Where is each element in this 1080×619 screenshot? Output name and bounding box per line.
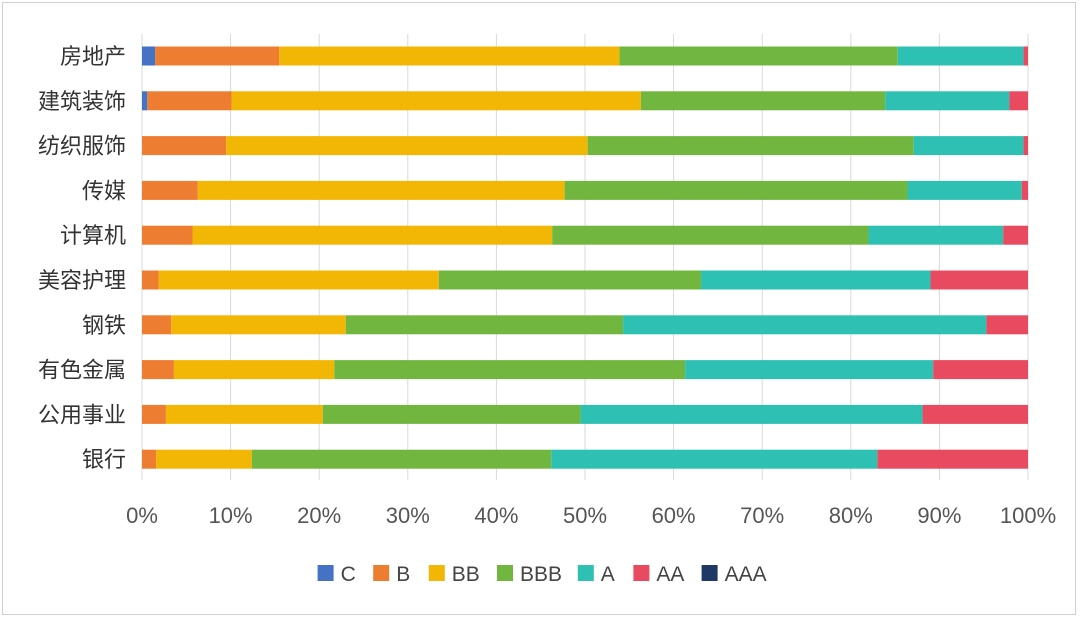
bar-segment-aa (1003, 225, 1028, 245)
bar-segment-bb (192, 225, 553, 245)
x-tick-label: 40% (474, 503, 518, 528)
x-tick-label: 10% (209, 503, 253, 528)
bar-segment-aa (1023, 136, 1028, 156)
category-label: 计算机 (60, 224, 126, 249)
category-label: 银行 (82, 448, 126, 473)
bar-segment-bbb (438, 270, 702, 290)
bar-segment-b (142, 315, 172, 335)
category-label: 钢铁 (82, 314, 126, 339)
x-tick-label: 0% (126, 503, 158, 528)
bar-segment-bbb (322, 404, 581, 424)
bar-segment-b (142, 136, 227, 156)
bar-segment-bbb (619, 46, 898, 66)
bar-segment-aa (877, 449, 1028, 469)
x-tick-label: 30% (386, 503, 430, 528)
bar-segment-b (142, 404, 166, 424)
bar-segment-bbb (345, 315, 624, 335)
legend-swatch-c (317, 565, 334, 581)
legend-label: AAA (725, 563, 767, 586)
x-tick-label: 100% (1000, 503, 1056, 528)
bar-segment-c (142, 46, 156, 66)
bar-segment-aa (930, 270, 1028, 290)
x-tick-label: 80% (829, 503, 873, 528)
bar-segment-bb (171, 315, 346, 335)
bar-segment-b (142, 225, 193, 245)
x-tick-label: 70% (740, 503, 784, 528)
bar-segment-b (142, 270, 159, 290)
bar-segment-bbb (587, 136, 914, 156)
bar-segment-a (897, 46, 1024, 66)
bar-segment-b (142, 449, 157, 469)
bar-segment-b (155, 46, 280, 66)
bar-segment-aa (1023, 46, 1028, 66)
legend-swatch-a (577, 565, 594, 581)
legend-label: A (601, 563, 615, 586)
bar-segment-bb (173, 360, 335, 380)
bar-segment-a (623, 315, 987, 335)
bar-segment-bbb (334, 360, 686, 380)
bar-segment-aa (1009, 91, 1028, 111)
category-label: 有色金属 (38, 359, 126, 384)
legend-label: BB (452, 563, 480, 586)
bar-segment-aa (922, 404, 1028, 424)
bar-segment-bbb (552, 225, 869, 245)
bar-segment-b (142, 360, 174, 380)
category-label: 传媒 (82, 179, 126, 204)
legend-label: AA (656, 563, 684, 586)
bar-segment-bb (197, 180, 565, 200)
bar-segment-bbb (640, 91, 886, 111)
bar-segment-a (701, 270, 931, 290)
bar-segment-b (147, 91, 232, 111)
legend-label: BBB (520, 563, 562, 586)
bar-segment-a (885, 91, 1010, 111)
bar-segment-b (142, 180, 198, 200)
bar-segment-a (551, 449, 878, 469)
bar-segment-a (685, 360, 934, 380)
bar-segment-bb (158, 270, 439, 290)
legend-swatch-aaa (701, 565, 718, 581)
x-tick-label: 60% (652, 503, 696, 528)
category-label: 美容护理 (38, 269, 126, 294)
bar-segment-aa (1021, 180, 1028, 200)
legend-swatch-aa (633, 565, 650, 581)
bar-segment-c (142, 91, 148, 111)
bar-segment-bb (279, 46, 620, 66)
legend-label: B (396, 563, 410, 586)
x-tick-label: 20% (297, 503, 341, 528)
x-tick-label: 50% (563, 503, 607, 528)
bars (142, 46, 1028, 469)
category-label: 公用事业 (38, 403, 126, 428)
bar-segment-a (913, 136, 1024, 156)
bar-segment-bb (231, 91, 641, 111)
category-label: 纺织服饰 (38, 135, 126, 160)
bar-segment-bbb (251, 449, 552, 469)
bar-segment-bbb (564, 180, 908, 200)
category-label: 建筑装饰 (38, 90, 126, 115)
legend-swatch-bb (428, 565, 445, 581)
bar-segment-a (907, 180, 1022, 200)
x-axis-ticks: 0% 10% 20% 30% 40% 50% 60% 70% 80% 90% 100% (126, 503, 1056, 528)
bar-segment-a (580, 404, 923, 424)
bar-segment-bb (226, 136, 588, 156)
category-label: 房地产 (60, 45, 126, 70)
bar-segment-a (868, 225, 1004, 245)
bar-segment-aa (986, 315, 1028, 335)
legend: C B BB BBB A AA AAA (317, 563, 767, 586)
bar-segment-bb (165, 404, 323, 424)
legend-swatch-bbb (497, 565, 513, 581)
x-tick-label: 90% (917, 503, 961, 528)
legend-label: C (341, 563, 356, 586)
bar-segment-bb (156, 449, 252, 469)
bar-segment-aa (933, 360, 1028, 380)
legend-swatch-b (373, 565, 390, 581)
